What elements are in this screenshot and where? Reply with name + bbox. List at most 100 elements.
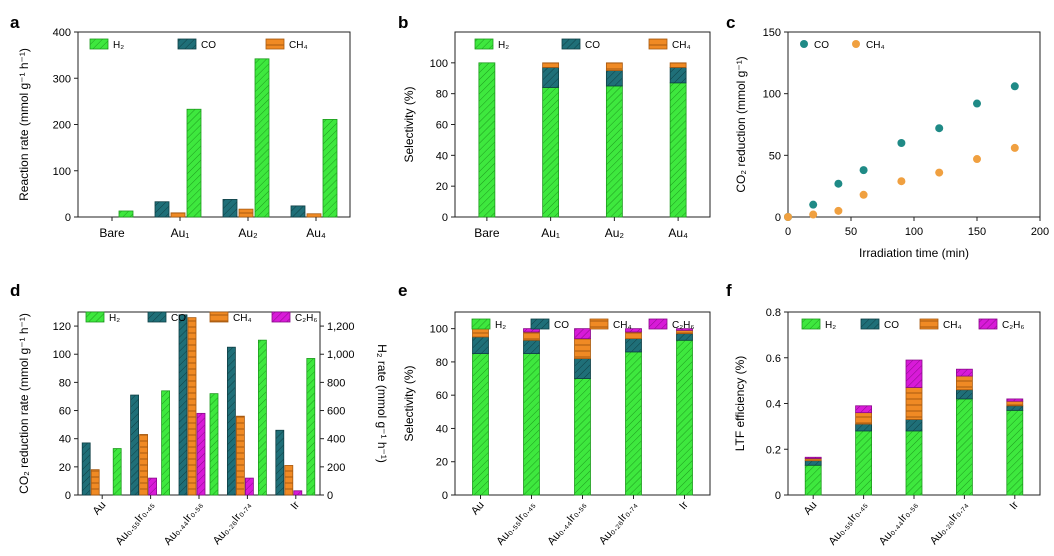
y-tick-label: 0.4 <box>766 399 781 411</box>
legend-label-co: CO <box>171 313 186 324</box>
legend-label-ch4: CH₄ <box>943 320 962 331</box>
bar-ch4 <box>187 317 197 496</box>
legend-swatch-h2 <box>471 318 491 330</box>
x-tick-label: 200 <box>1031 226 1049 238</box>
x-tick-label: 150 <box>968 226 986 238</box>
legend-label-h2: H₂ <box>109 313 120 324</box>
panel-label-a: a <box>10 13 20 32</box>
bar-c2h6 <box>244 477 254 496</box>
bar-h2 <box>186 108 202 218</box>
legend-swatch-co <box>177 38 197 50</box>
panel-d: 0 20 40 60 80 100 120 CO₂ reduction rate (mmol … <box>17 311 389 548</box>
x-tick-label: 0 <box>785 226 791 238</box>
bar-ch4 <box>574 338 591 359</box>
point-co_dot <box>859 166 868 175</box>
y-tick-label: 100 <box>53 166 71 178</box>
bar-ch4 <box>542 62 560 68</box>
bar-ch4 <box>284 465 294 496</box>
bar-co <box>574 358 591 379</box>
bar-h2 <box>322 119 338 218</box>
bar-co <box>956 389 973 400</box>
y-tick-label: 0.8 <box>766 307 781 319</box>
bar-ch4 <box>238 208 254 218</box>
y-right-axis-label: H₂ rate (mmol g⁻¹ h⁻¹) <box>375 344 389 463</box>
legend-swatch-ch4 <box>919 318 939 330</box>
bar-ch4 <box>523 331 540 341</box>
y-right-tick-label: 0 <box>327 490 333 502</box>
bar-h2 <box>605 85 623 218</box>
bar-co <box>804 460 822 466</box>
x-tick-label: Ir <box>289 499 303 512</box>
legend-swatch-ch4 <box>648 38 668 50</box>
bar-h2 <box>118 210 134 218</box>
plot-frame <box>77 31 351 218</box>
legend-swatch-ch4 <box>265 38 285 50</box>
legend-label-ch4: CH₄ <box>672 40 691 51</box>
y-axis-label: LTF efficiency (%) <box>733 356 747 452</box>
bar-c2h6 <box>196 412 206 496</box>
bar-c2h6 <box>148 477 158 496</box>
bar-ch4 <box>306 213 322 218</box>
legend-label-h2: H₂ <box>113 40 124 51</box>
x-tick-label: Au₀.₄₄Ir₀.₅₆ <box>545 499 588 548</box>
point-ch4_dot <box>859 190 868 199</box>
panel-a: 0 100 200 300 400 Reaction rate (mmol g⁻¹ h⁻¹… <box>17 27 351 240</box>
bar-ch4 <box>139 434 149 496</box>
point-ch4_dot <box>973 155 981 164</box>
panel-label-e: e <box>398 281 407 300</box>
legend-label-ch4: CH₄ <box>613 320 632 331</box>
y-tick-label: 120 <box>53 321 71 333</box>
y-tick-label: 300 <box>53 73 71 85</box>
bar-ch4 <box>235 415 245 496</box>
bar-h2 <box>956 398 973 496</box>
bar-h2 <box>905 430 923 496</box>
bar-co <box>669 67 687 84</box>
y-tick-label: 50 <box>769 150 781 162</box>
bar-ch4 <box>90 469 100 496</box>
bar-co <box>523 339 540 354</box>
bar-co <box>81 442 91 496</box>
legend-label-c2h6: C₂H₆ <box>295 313 317 324</box>
bar-h2 <box>676 339 693 496</box>
x-tick-label: Au₂ <box>238 226 258 240</box>
y-right-tick-label: 400 <box>327 434 345 446</box>
legend-swatch-co <box>147 311 167 323</box>
legend-swatch-c2h6 <box>978 318 998 330</box>
y-tick-label: 400 <box>53 27 71 39</box>
legend-swatch-h2 <box>89 38 109 50</box>
y-tick-label: 80 <box>59 377 71 389</box>
point-co_dot <box>834 179 843 188</box>
y-tick-label: 0 <box>65 490 71 502</box>
y-axis-label: CO₂ reduction (mmol g⁻¹) <box>734 56 748 192</box>
panel-label-c: c <box>726 13 735 32</box>
bar-h2 <box>112 448 122 496</box>
bar-co <box>222 199 238 218</box>
legend-label-co: CO <box>554 320 569 331</box>
y-right-tick-label: 600 <box>327 406 345 418</box>
legend-label-co_dot: CO <box>814 40 829 51</box>
bar-c2h6 <box>625 328 642 333</box>
x-tick-label: Bare <box>99 226 125 240</box>
bar-h2 <box>257 339 267 496</box>
x-tick-label: Au₂ <box>605 226 625 240</box>
legend-swatch-c2h6 <box>648 318 668 330</box>
bar-h2 <box>669 82 687 218</box>
y-right-tick-label: 200 <box>327 462 345 474</box>
legend-swatch-co <box>860 318 880 330</box>
panel-label-b: b <box>398 13 408 32</box>
y-tick-label: 100 <box>53 349 71 361</box>
x-tick-label: Au₀.₅₅Ir₀.₄₅ <box>114 499 157 547</box>
x-tick-label: Au₁ <box>171 226 190 240</box>
legend-label-ch4: CH₄ <box>289 40 308 51</box>
legend-swatch-co <box>530 318 550 330</box>
bar-h2 <box>478 62 496 218</box>
bar-co <box>542 67 560 88</box>
legend-marker-co_dot <box>800 40 808 48</box>
point-ch4_dot <box>834 206 843 215</box>
y-tick-label: 0 <box>65 212 71 224</box>
y-tick-label: 40 <box>59 434 71 446</box>
point-ch4_dot <box>809 210 818 219</box>
legend-label-h2: H₂ <box>498 40 509 51</box>
x-tick-label: Au₁ <box>541 226 560 240</box>
bar-h2 <box>306 358 316 496</box>
